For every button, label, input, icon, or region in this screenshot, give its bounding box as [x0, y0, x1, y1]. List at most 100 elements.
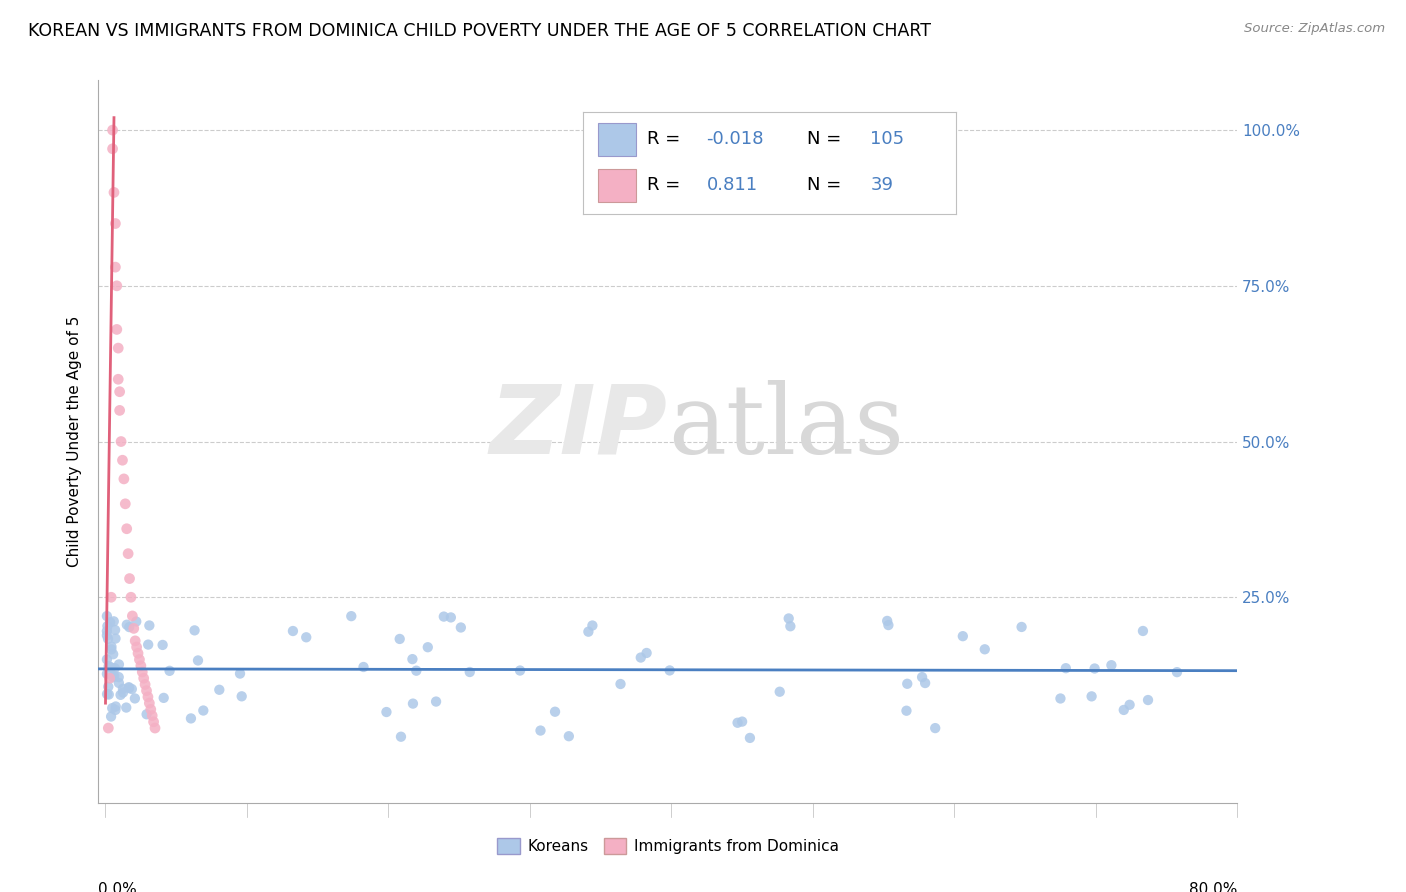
Point: [96, 624, 118, 638]
Point: [630, 650, 652, 665]
Point: [125, 640, 148, 654]
Point: [97, 721, 120, 735]
Point: [135, 683, 157, 698]
Point: [118, 620, 141, 634]
Point: [139, 702, 162, 716]
Point: [231, 690, 253, 704]
Point: [118, 572, 141, 586]
Point: [104, 217, 127, 231]
Point: [529, 723, 551, 738]
Point: [124, 633, 146, 648]
Point: [115, 522, 138, 536]
Y-axis label: Child Poverty Under the Age of 5: Child Poverty Under the Age of 5: [66, 316, 82, 567]
Point: [544, 705, 567, 719]
Point: [1118, 698, 1140, 712]
Point: [107, 670, 129, 684]
Point: [129, 658, 152, 673]
Point: [103, 186, 125, 200]
Point: [295, 630, 318, 644]
Point: [1166, 665, 1188, 680]
Point: [281, 624, 304, 638]
Point: [896, 677, 918, 691]
Point: [101, 123, 124, 137]
Point: [96, 666, 118, 681]
Point: [118, 680, 141, 694]
Point: [353, 660, 375, 674]
Point: [1011, 620, 1033, 634]
Text: 39: 39: [870, 177, 893, 194]
Point: [118, 681, 141, 695]
Text: -0.018: -0.018: [706, 130, 763, 148]
Point: [143, 721, 166, 735]
Point: [97, 659, 120, 673]
Point: [108, 403, 131, 417]
Point: [877, 618, 900, 632]
Point: [405, 664, 427, 678]
Point: [581, 618, 603, 632]
Point: [97, 688, 120, 702]
Point: [952, 629, 974, 643]
Point: [105, 322, 128, 336]
Point: [108, 657, 131, 672]
Point: [108, 676, 131, 690]
Point: [433, 609, 456, 624]
Legend: Koreans, Immigrants from Dominica: Koreans, Immigrants from Dominica: [491, 832, 845, 860]
Point: [100, 642, 122, 657]
Point: [104, 632, 127, 646]
Point: [193, 704, 215, 718]
Point: [97, 632, 120, 646]
Point: [104, 661, 127, 675]
Point: [509, 664, 531, 678]
Point: [101, 142, 124, 156]
Point: [425, 695, 447, 709]
Point: [159, 664, 181, 678]
Point: [128, 652, 150, 666]
Text: atlas: atlas: [668, 380, 904, 474]
Point: [110, 688, 132, 702]
Point: [100, 591, 122, 605]
Text: 0.0%: 0.0%: [98, 882, 138, 892]
Point: [112, 472, 135, 486]
Point: [141, 708, 163, 723]
Point: [108, 384, 131, 399]
Text: R =: R =: [647, 130, 686, 148]
Point: [115, 700, 138, 714]
Point: [111, 453, 134, 467]
Point: [1080, 690, 1102, 704]
Point: [138, 618, 160, 632]
Bar: [599, 169, 636, 202]
Point: [1132, 624, 1154, 638]
Point: [120, 591, 142, 605]
Point: [138, 696, 160, 710]
Point: [127, 646, 149, 660]
Point: [115, 617, 138, 632]
Point: [208, 682, 231, 697]
Point: [96, 628, 118, 642]
Point: [96, 619, 118, 633]
Point: [122, 621, 145, 635]
Point: [1049, 691, 1071, 706]
Point: [458, 665, 481, 679]
Point: [121, 609, 143, 624]
Point: [229, 666, 252, 681]
Text: R =: R =: [647, 177, 686, 194]
Point: [738, 731, 761, 745]
Point: [100, 640, 122, 654]
Point: [136, 690, 159, 704]
Point: [183, 624, 205, 638]
Point: [731, 714, 754, 729]
Point: [100, 660, 122, 674]
Point: [124, 691, 146, 706]
Point: [112, 685, 135, 699]
Point: [132, 671, 155, 685]
Point: [152, 638, 174, 652]
Point: [779, 619, 801, 633]
Point: [636, 646, 658, 660]
Point: [105, 278, 128, 293]
Point: [440, 610, 463, 624]
Point: [101, 701, 124, 715]
Point: [111, 681, 134, 696]
Point: [152, 690, 174, 705]
Point: [96, 652, 118, 666]
Text: KOREAN VS IMMIGRANTS FROM DOMINICA CHILD POVERTY UNDER THE AGE OF 5 CORRELATION : KOREAN VS IMMIGRANTS FROM DOMINICA CHILD…: [28, 22, 931, 40]
